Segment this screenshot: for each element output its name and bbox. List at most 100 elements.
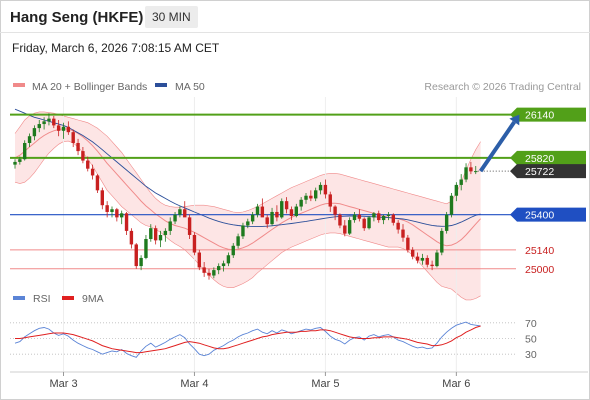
candle (226, 252, 231, 267)
candle-body (333, 206, 337, 215)
candle (173, 211, 177, 225)
candle-body (86, 160, 90, 169)
rsi-ma-legend-label: 9MA (82, 293, 104, 305)
bb-legend-label: MA 20 + Bollinger Bands (32, 81, 147, 93)
candle (449, 193, 454, 218)
candle (197, 249, 201, 271)
candle (163, 228, 168, 242)
candle (377, 210, 381, 223)
rsi-ma-line (15, 325, 481, 354)
candle-body (299, 199, 303, 207)
timeframe-badge[interactable]: 30 MIN (145, 6, 198, 28)
bollinger-band-layer (14, 111, 481, 301)
candle-body (100, 190, 104, 206)
candle-body (343, 225, 347, 234)
candle (61, 122, 66, 139)
candle-body (90, 168, 95, 176)
level-label-25140: 25140 (525, 245, 554, 257)
rsi-legend: RSI 9MA (13, 293, 104, 305)
time-tick-label: Mar 6 (442, 378, 470, 390)
candle (144, 234, 148, 260)
candle-body (289, 209, 294, 217)
candle (362, 217, 366, 231)
candle (275, 205, 279, 222)
candle-body (241, 225, 245, 237)
ma50-legend-label: MA 50 (175, 81, 205, 93)
candle (158, 230, 163, 248)
candle (86, 156, 90, 172)
candle (42, 117, 46, 130)
candle-body (338, 214, 342, 226)
candle (411, 247, 415, 260)
candle-body (52, 118, 56, 126)
candle-body (401, 229, 405, 238)
candle-body (236, 236, 240, 246)
candle-body (66, 126, 71, 133)
candle (56, 119, 61, 137)
level-label-25000: 25000 (525, 264, 554, 276)
bb-legend-swatch (13, 83, 25, 87)
candle (304, 193, 308, 204)
candle-body (260, 206, 265, 218)
candle (27, 133, 32, 148)
instrument-title: Hang Seng (HKFE) (10, 9, 144, 26)
candle (139, 255, 143, 271)
candle-body (284, 201, 289, 210)
candle (338, 213, 342, 229)
candle (430, 260, 434, 271)
candle (270, 207, 274, 226)
bollinger-band-fill (15, 111, 481, 300)
candle (406, 234, 410, 253)
candle (299, 197, 303, 211)
candle-body (270, 211, 274, 225)
candle-body (362, 218, 366, 229)
candle-body (168, 221, 172, 231)
candle-body (221, 263, 226, 267)
candle (217, 263, 221, 275)
candle-body (372, 213, 376, 218)
candle-body (444, 214, 449, 231)
candle-body (449, 195, 454, 215)
candle (134, 243, 138, 269)
candle (381, 214, 386, 225)
candle-body (367, 217, 371, 229)
candle-body (377, 213, 381, 221)
candle-body (81, 151, 85, 161)
candle (464, 163, 468, 183)
candle-body (347, 220, 352, 234)
rsi-tick-50: 50 (525, 334, 537, 346)
candle-body (187, 217, 192, 235)
target-arrow-shaft (478, 120, 516, 173)
candle-body (42, 121, 46, 125)
candle (444, 211, 449, 234)
candle (95, 174, 100, 194)
candle (309, 190, 313, 202)
rsi-panel: 70 50 30 (10, 318, 537, 361)
candle-body (76, 142, 80, 152)
copyright-note: Research © 2026 Trading Central (424, 81, 581, 93)
candle-body (71, 132, 75, 143)
candle-body (139, 257, 143, 267)
candle (420, 253, 425, 265)
candle-body (120, 213, 124, 218)
level-tag-26140 (510, 107, 586, 122)
candle (129, 228, 134, 249)
candle-body (357, 214, 362, 219)
candle (347, 217, 352, 235)
candle-body (95, 175, 100, 191)
candle-body (173, 214, 177, 222)
candle-body (474, 171, 478, 173)
candle (425, 255, 429, 268)
candle-body (144, 239, 148, 258)
candle (187, 214, 192, 240)
candle-body (386, 214, 391, 217)
level-label-25820: 25820 (525, 153, 554, 165)
candle (265, 214, 269, 229)
candle (396, 220, 400, 234)
candle (221, 260, 226, 272)
candle (289, 206, 294, 221)
candle-body (27, 136, 32, 143)
candle-body (129, 230, 134, 245)
candle-body (425, 257, 429, 265)
